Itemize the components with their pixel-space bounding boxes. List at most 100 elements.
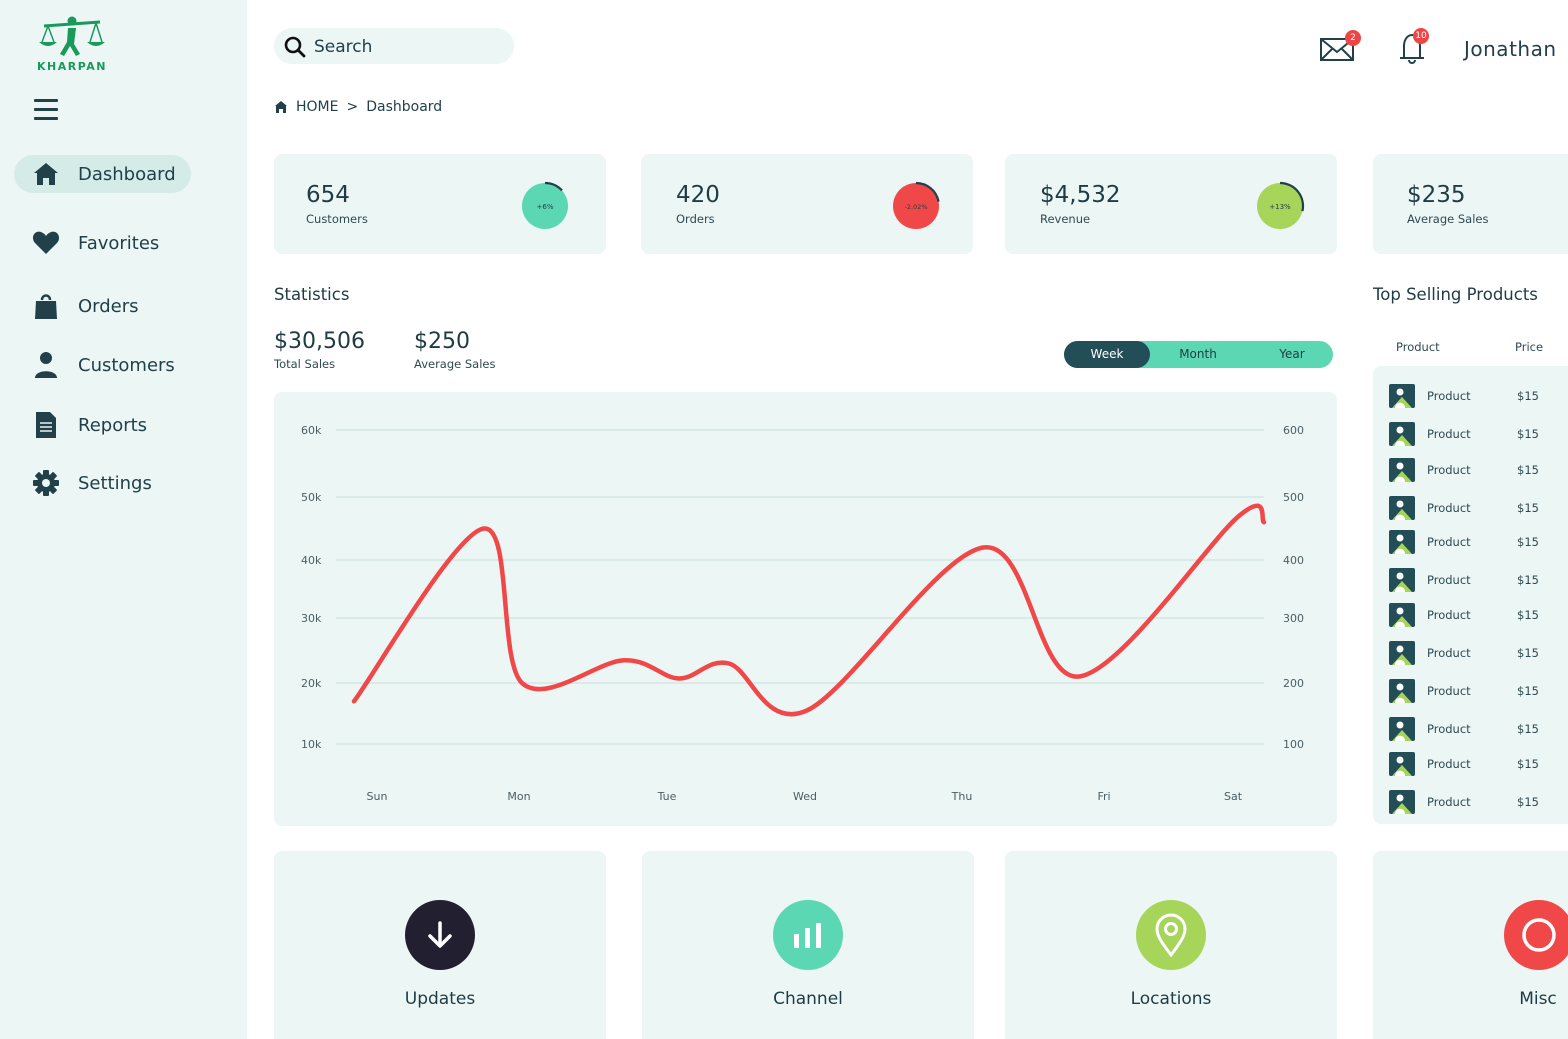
kpi-card-customers[interactable]: 654 Customers +6% (274, 154, 606, 254)
home-icon (275, 101, 287, 113)
y-tick-left: 50k (301, 491, 322, 504)
kpi-card-average-sales[interactable]: $235 Average Sales (1373, 154, 1568, 254)
line-chart: 60k 600 50k 500 40k 400 30k 300 20k 200 10k 100 Sun M… (301, 424, 1304, 803)
sidebar-item-label: Dashboard (78, 163, 176, 185)
product-name: Product (1427, 722, 1471, 736)
total-sales-label: Total Sales (274, 357, 336, 371)
average-sales-value: $250 (414, 329, 470, 354)
circle-icon (1504, 900, 1568, 970)
kpi-progress-arc (1279, 181, 1305, 212)
menu-toggle-icon[interactable] (34, 99, 58, 121)
notifications-button[interactable]: 10 (1394, 28, 1434, 68)
kpi-value: 654 (306, 182, 350, 208)
sidebar-item-label: Orders (78, 295, 139, 317)
product-row[interactable]: Product $15 (1373, 382, 1568, 410)
sidebar-item-label: Settings (78, 472, 152, 494)
period-year-button[interactable]: Year (1279, 347, 1305, 361)
x-tick: Wed (793, 790, 817, 803)
product-row[interactable]: Product $15 (1373, 677, 1568, 705)
product-name: Product (1427, 608, 1471, 622)
product-image-icon (1389, 679, 1415, 703)
product-row[interactable]: Product $15 (1373, 639, 1568, 667)
breadcrumb-current: Dashboard (366, 99, 443, 115)
product-row[interactable]: Product $15 (1373, 750, 1568, 778)
product-row[interactable]: Product $15 (1373, 420, 1568, 448)
top-selling-title: Top Selling Products (1373, 285, 1538, 304)
product-image-icon (1389, 496, 1415, 520)
brand-logo[interactable]: KHARPAN (34, 16, 110, 76)
product-image-icon (1389, 384, 1415, 408)
product-name: Product (1427, 795, 1471, 809)
product-row[interactable]: Product $15 (1373, 715, 1568, 743)
product-price: $15 (1517, 501, 1539, 515)
updates-card[interactable]: Updates (274, 851, 606, 1039)
heart-icon (32, 229, 60, 257)
period-week-button[interactable]: Week (1064, 341, 1150, 368)
breadcrumb-home[interactable]: HOME (296, 99, 339, 115)
misc-card[interactable]: Misc (1373, 851, 1568, 1039)
mail-button[interactable]: 2 (1318, 30, 1361, 70)
product-row[interactable]: Product $15 (1373, 528, 1568, 556)
product-name: Product (1427, 427, 1471, 441)
search-input[interactable]: Search (274, 28, 514, 64)
y-tick-left: 20k (301, 677, 322, 690)
product-row[interactable]: Product $15 (1373, 456, 1568, 484)
locations-card[interactable]: Locations (1005, 851, 1337, 1039)
y-tick-right: 300 (1283, 612, 1304, 625)
product-price: $15 (1517, 427, 1539, 441)
kpi-change-ring: -2.02% (893, 181, 940, 229)
scales-logo-icon (39, 16, 105, 56)
product-image-icon (1389, 568, 1415, 592)
notification-badge: 10 (1413, 28, 1429, 44)
product-name: Product (1427, 463, 1471, 477)
y-tick-right: 400 (1283, 554, 1304, 567)
column-header-product: Product (1396, 340, 1440, 354)
product-price: $15 (1517, 535, 1539, 549)
card-label: Locations (1130, 989, 1212, 1009)
search-placeholder: Search (314, 37, 373, 57)
y-tick-right: 600 (1283, 424, 1304, 437)
location-pin-icon (1136, 900, 1206, 970)
product-name: Product (1427, 684, 1471, 698)
product-image-icon (1389, 641, 1415, 665)
product-name: Product (1427, 757, 1471, 771)
user-name[interactable]: Jonathan (1464, 37, 1557, 61)
product-image-icon (1389, 603, 1415, 627)
sidebar-item-label: Reports (78, 414, 148, 436)
y-tick-left: 40k (301, 554, 322, 567)
card-label: Channel (773, 989, 843, 1009)
channel-card[interactable]: Channel (642, 851, 974, 1039)
y-tick-right: 500 (1283, 491, 1304, 504)
product-row[interactable]: Product $15 (1373, 494, 1568, 522)
breadcrumb: HOME > Dashboard (274, 99, 450, 115)
kpi-progress-arc (544, 181, 563, 192)
user-icon (32, 351, 60, 379)
sidebar-item-label: Favorites (78, 232, 160, 254)
kpi-card-orders[interactable]: 420 Orders -2.02% (641, 154, 973, 254)
product-row[interactable]: Product $15 (1373, 601, 1568, 629)
average-sales-label: Average Sales (414, 357, 496, 371)
x-tick: Sun (367, 790, 388, 803)
sidebar: KHARPAN Dashboard Favorites Orders Custo… (0, 0, 247, 1039)
y-tick-left: 30k (301, 612, 322, 625)
sidebar-item-settings[interactable]: Settings (14, 464, 191, 502)
period-month-button[interactable]: Month (1179, 347, 1217, 361)
document-icon (32, 411, 60, 439)
sales-line (351, 503, 1267, 717)
column-header-price: Price (1515, 340, 1544, 354)
sidebar-item-favorites[interactable]: Favorites (14, 224, 191, 262)
y-tick-left: 10k (301, 738, 322, 751)
kpi-card-revenue[interactable]: $4,532 Revenue +13% (1005, 154, 1337, 254)
brand-name: KHARPAN (37, 60, 107, 73)
sidebar-item-customers[interactable]: Customers (14, 346, 191, 384)
sidebar-item-dashboard[interactable]: Dashboard (14, 155, 191, 193)
product-name: Product (1427, 573, 1471, 587)
product-row[interactable]: Product $15 (1373, 788, 1568, 816)
product-row[interactable]: Product $15 (1373, 566, 1568, 594)
sidebar-item-reports[interactable]: Reports (14, 406, 191, 444)
sidebar-item-orders[interactable]: Orders (14, 287, 191, 325)
kpi-label: Customers (306, 212, 368, 226)
home-icon (32, 160, 60, 188)
product-image-icon (1389, 752, 1415, 776)
product-name: Product (1427, 646, 1471, 660)
